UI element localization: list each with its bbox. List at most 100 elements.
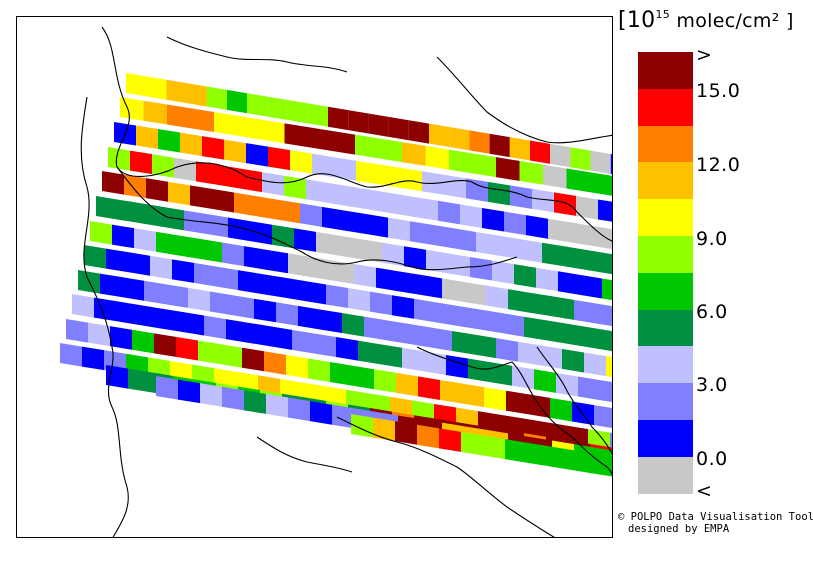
column-cell	[266, 249, 288, 274]
column-cell	[330, 362, 352, 386]
legend-swatch	[638, 52, 693, 89]
column-cell	[272, 224, 294, 249]
map-canvas	[60, 26, 613, 537]
column-cell	[288, 397, 310, 422]
column-cell	[110, 326, 132, 350]
column-cell	[496, 157, 520, 181]
credit-line-1: © POLPO Data Visualisation Tool	[618, 511, 813, 523]
column-cell	[368, 113, 389, 137]
column-cell	[332, 260, 354, 285]
column-cell	[550, 397, 572, 422]
column-cell	[102, 171, 124, 195]
legend-swatch	[638, 309, 693, 347]
column-cell	[526, 215, 548, 239]
column-cell	[190, 185, 212, 209]
column-cell	[218, 164, 240, 189]
column-cell	[430, 327, 452, 351]
column-cell	[310, 401, 332, 425]
column-cell	[138, 304, 160, 329]
column-cell	[378, 164, 400, 188]
column-cell	[519, 160, 543, 185]
legend-swatch	[638, 456, 693, 494]
column-cell	[489, 133, 510, 158]
column-cell	[264, 351, 286, 375]
column-cell	[294, 228, 316, 252]
column-cell	[160, 308, 182, 332]
legend-swatch	[638, 383, 693, 421]
west-border-line	[80, 96, 129, 537]
credit-line-2: designed by EMPA	[628, 523, 730, 535]
column-cell	[364, 316, 386, 341]
column-cell	[527, 442, 549, 467]
column-cell	[276, 302, 298, 326]
column-cell	[132, 329, 154, 354]
column-cell	[242, 347, 264, 372]
column-cell	[543, 164, 567, 189]
column-cell	[570, 147, 591, 171]
column-cell	[232, 295, 254, 319]
column-cell	[549, 446, 571, 470]
column-cell	[202, 136, 224, 160]
legend-swatch	[638, 162, 693, 200]
column-cell	[474, 334, 496, 359]
column-cell	[574, 299, 596, 324]
column-cell	[395, 421, 417, 445]
column-cell	[320, 309, 342, 334]
column-cell	[292, 329, 314, 354]
column-cell	[530, 292, 552, 317]
column-cell	[234, 192, 256, 217]
column-cell	[404, 246, 426, 270]
column-cell	[150, 255, 172, 280]
column-cell	[196, 161, 218, 185]
column-cell	[458, 305, 480, 330]
column-cell	[612, 331, 613, 355]
column-cell	[166, 79, 187, 104]
column-cell	[394, 193, 416, 218]
column-cell	[227, 89, 248, 114]
column-cell	[464, 281, 486, 306]
swiss-italy-border-line	[116, 166, 518, 271]
column-cell	[586, 249, 608, 274]
column-cell	[222, 386, 244, 411]
column-cell	[174, 157, 196, 182]
column-cell	[307, 103, 328, 127]
column-cell	[82, 346, 104, 371]
column-cell	[600, 380, 612, 403]
column-cell	[278, 199, 300, 224]
legend-swatch	[638, 88, 693, 126]
column-cell	[590, 172, 612, 196]
column-cell	[182, 311, 204, 336]
column-cell	[90, 221, 112, 245]
column-cell	[156, 376, 178, 400]
color-legend: [1015 molec/cm² ] >15.0 12.0 9.0 6.0 3.0 0.0 <	[618, 0, 813, 566]
column-cell	[380, 344, 402, 368]
legend-swatch	[638, 420, 693, 457]
column-cell	[287, 99, 308, 124]
column-cell	[250, 221, 272, 245]
country-borders-layer	[80, 26, 612, 537]
column-cell	[304, 280, 326, 305]
column-cell	[568, 323, 590, 348]
column-cell	[514, 264, 536, 288]
eastern-border-line	[436, 56, 612, 144]
column-cell	[331, 130, 355, 155]
column-cell	[298, 305, 320, 330]
legend-unit-label: [1015 molec/cm² ]	[618, 8, 794, 33]
column-cell	[146, 76, 167, 100]
column-cell	[410, 221, 432, 245]
column-cell	[612, 447, 613, 471]
column-cell	[546, 320, 568, 344]
column-cell	[334, 157, 356, 181]
column-cell	[336, 337, 358, 361]
column-cell	[608, 253, 612, 275]
adriatic-coast-line	[416, 346, 612, 476]
column-cell	[126, 73, 147, 97]
column-cell	[373, 417, 395, 442]
column-cell	[326, 284, 348, 309]
legend-tick-label: 9.0	[696, 228, 728, 250]
column-cell	[572, 401, 594, 426]
column-cell	[130, 150, 152, 175]
column-cell	[122, 277, 144, 301]
column-cell	[240, 168, 262, 193]
column-cell	[556, 372, 578, 397]
